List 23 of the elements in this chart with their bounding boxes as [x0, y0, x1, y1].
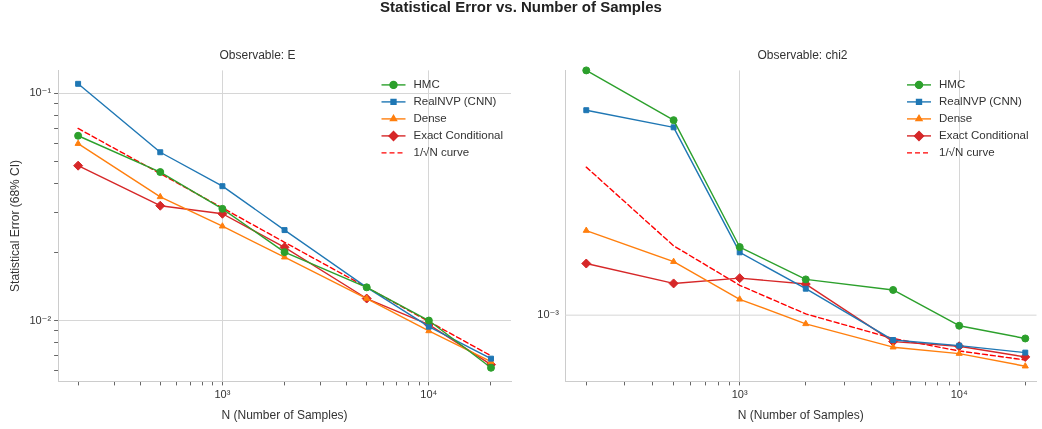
legend-label: Dense [413, 112, 447, 125]
legend-label: HMC [413, 78, 440, 91]
legend-label: Exact Conditional [413, 129, 503, 142]
legend-label: HMC [939, 78, 966, 91]
x-tick-label: 10³ [731, 388, 748, 401]
x-tick-label: 10³ [214, 388, 231, 401]
y-tick-label: 10⁻¹ [29, 86, 52, 99]
chart-title: Observable: E [219, 47, 296, 62]
x-axis-title: N (Number of Samples) [737, 408, 864, 423]
legend-label: Exact Conditional [939, 129, 1029, 142]
ref-line-label: 10⁻³ [537, 308, 560, 321]
y-tick-label: 10⁻² [29, 313, 52, 326]
x-tick-label: 10⁴ [950, 388, 968, 401]
legend-label: RealNVP (CNN) [413, 95, 497, 108]
legend-label: 1/√N curve [413, 146, 470, 159]
x-axis-title: N (Number of Samples) [221, 408, 348, 423]
chart-title: Observable: chi2 [757, 47, 848, 62]
y-axis-title: Statistical Error (68% CI) [7, 159, 22, 292]
legend-label: Dense [939, 112, 973, 125]
legend-label: RealNVP (CNN) [939, 95, 1023, 108]
x-tick-label: 10⁴ [420, 388, 438, 401]
legend-label: 1/√N curve [939, 146, 995, 159]
text: Statistical Error vs. Number of Samples [379, 0, 663, 15]
